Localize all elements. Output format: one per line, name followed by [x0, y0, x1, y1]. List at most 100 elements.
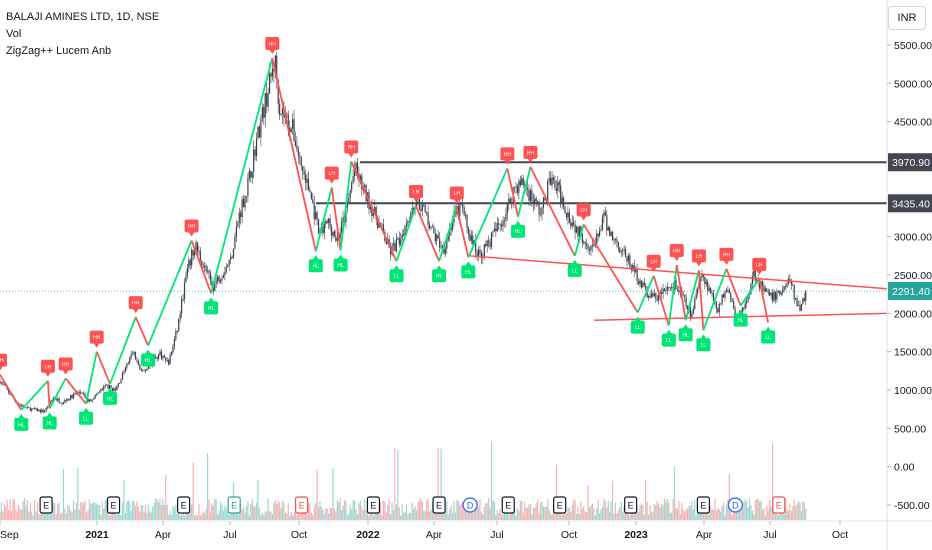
candle-body [392, 243, 395, 246]
volume-bar [254, 506, 256, 520]
volume-indicator-label[interactable]: Vol [6, 28, 22, 40]
candle-body [701, 275, 703, 279]
candle [57, 396, 59, 403]
volume-bar [498, 513, 500, 520]
candle [183, 278, 186, 304]
candle-body [234, 237, 236, 249]
symbol-title[interactable]: BALAJI AMINES LTD, 1D, NSE [6, 11, 160, 23]
volume-bar [237, 508, 239, 520]
candle [642, 280, 644, 288]
earnings-marker[interactable]: E [624, 496, 638, 514]
candle-body [653, 293, 655, 297]
volume-bar [152, 507, 154, 520]
volume-bar [106, 498, 108, 520]
candle-body [21, 405, 23, 407]
pivot-pointer [723, 260, 730, 265]
candle-body [668, 287, 670, 288]
volume-bar [519, 500, 521, 520]
dividend-marker[interactable]: D [727, 497, 743, 513]
candle [722, 292, 725, 298]
volume-bar [738, 508, 741, 520]
candle-body [467, 227, 470, 234]
volume-bar [290, 511, 292, 520]
candle [0, 378, 1, 385]
candle-body [293, 119, 295, 141]
candle [163, 353, 165, 358]
volume-bar [770, 506, 772, 520]
volume-bar [372, 515, 374, 520]
volume-bar [77, 468, 79, 520]
candle [709, 287, 712, 294]
candle [776, 288, 778, 303]
earnings-marker[interactable]: E [772, 496, 786, 514]
candle-body [9, 392, 11, 395]
candle [506, 203, 508, 221]
candle-body [289, 127, 291, 133]
zigzag-indicator-label[interactable]: ZigZag++ Lucem Anb [6, 45, 112, 57]
candle-body [751, 276, 753, 284]
candle [121, 370, 124, 380]
volume-bar [42, 508, 44, 520]
candle [179, 310, 181, 323]
volume-bar [176, 513, 178, 520]
earnings-marker[interactable]: E [294, 496, 309, 514]
candle [567, 206, 569, 225]
candle [555, 180, 557, 195]
pivot-pointer [453, 199, 460, 204]
volume-bar [423, 510, 425, 520]
earnings-marker[interactable]: E [366, 496, 381, 514]
volume-bar [339, 498, 341, 520]
candle-body [802, 298, 804, 305]
earnings-marker[interactable]: E [553, 496, 567, 514]
candle [464, 211, 467, 220]
volume-bar [306, 514, 308, 520]
earnings-marker[interactable]: E [39, 496, 53, 514]
candle [155, 354, 157, 360]
candle [712, 290, 715, 303]
candle-body [462, 203, 464, 208]
volume-bar [580, 501, 582, 520]
pivot-text: HL [737, 318, 744, 324]
currency-button[interactable]: INR [888, 6, 926, 30]
candle [725, 287, 728, 293]
candle [143, 368, 145, 372]
candle [188, 256, 190, 273]
candle-body [58, 398, 60, 403]
candle [302, 165, 304, 180]
volume-bar [15, 509, 17, 520]
candle-body [560, 185, 562, 203]
candle-body [593, 244, 595, 247]
candle-body [379, 222, 382, 224]
pivot-pointer [188, 232, 195, 237]
candle-body [502, 220, 504, 227]
volume-bar [147, 504, 150, 520]
volume-bar [9, 499, 11, 520]
earnings-marker[interactable]: E [106, 496, 121, 514]
volume-bar [518, 511, 520, 520]
candle-body [550, 178, 552, 186]
volume-bar [191, 504, 193, 520]
volume-bar [391, 502, 393, 520]
pivot-text: HH [62, 362, 70, 368]
volume-bar [307, 502, 310, 520]
zigzag-segment [517, 166, 532, 217]
candle [67, 398, 69, 402]
candle [255, 132, 258, 162]
candle-body [617, 241, 619, 248]
earnings-marker[interactable]: E [432, 496, 446, 514]
earnings-marker[interactable]: E [227, 496, 241, 514]
volume-bar [407, 514, 409, 520]
volume-bar [170, 514, 173, 520]
x-tick-label: 2022 [356, 529, 380, 541]
volume-bar [699, 513, 702, 520]
candle [215, 276, 217, 289]
volume-bar [169, 510, 171, 520]
volume-bar [328, 513, 330, 520]
candle [568, 208, 570, 224]
volume-bar [586, 512, 588, 520]
earnings-marker[interactable]: E [177, 496, 191, 514]
earnings-marker[interactable]: E [696, 496, 710, 514]
earnings-marker[interactable]: E [501, 496, 515, 514]
dividend-marker[interactable]: D [462, 497, 478, 513]
